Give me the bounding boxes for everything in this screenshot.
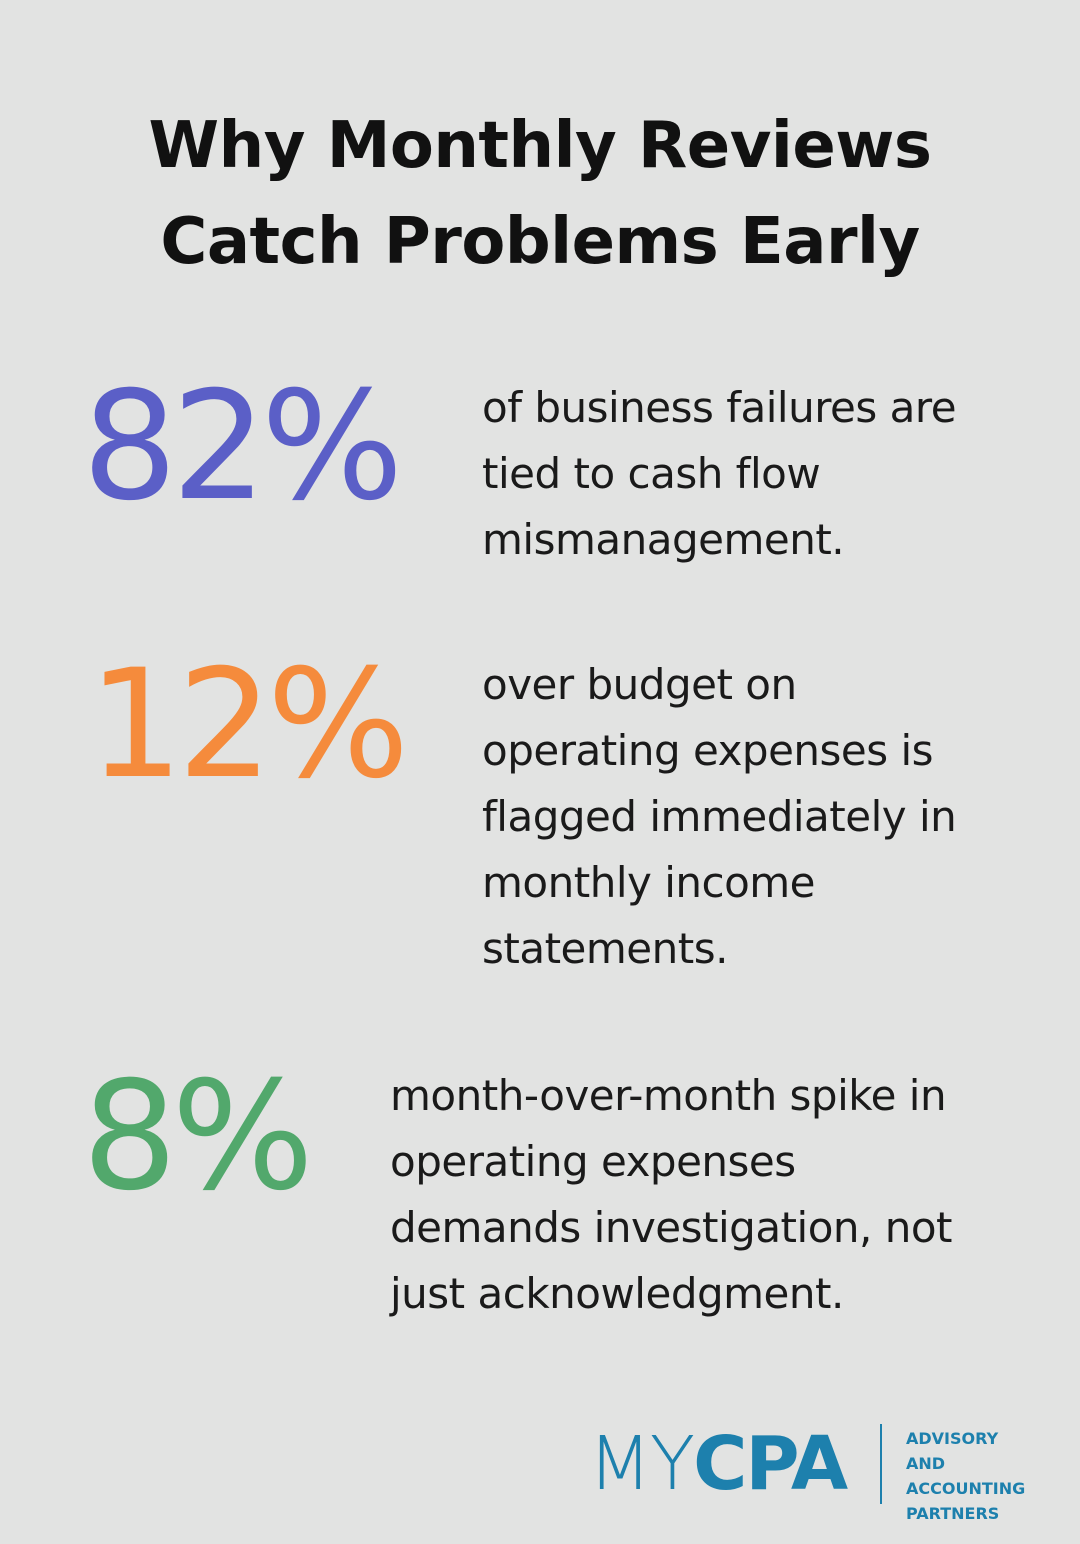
description-line: operating expenses (390, 1137, 796, 1186)
description-line: mismanagement. (482, 515, 845, 564)
description-line: statements. (482, 924, 728, 973)
description-line: monthly income (482, 858, 816, 907)
description-line: tied to cash flow (482, 449, 821, 498)
description-line: just acknowledgment. (390, 1269, 844, 1318)
description-line: of business failures are (482, 383, 957, 432)
brand-light: MY (588, 1421, 695, 1507)
description-line: over budget on (482, 660, 797, 709)
title: Why Monthly Reviews Catch Problems Early (0, 98, 1080, 290)
description-line: operating expenses is (482, 726, 934, 775)
divider (880, 1424, 882, 1504)
tagline-line: ACCOUNTING (906, 1479, 1026, 1498)
stat-description: of business failures are tied to cash flo… (482, 375, 957, 573)
stat-value: 82% (82, 360, 403, 534)
stat-description: month-over-month spike in operating expen… (390, 1063, 953, 1327)
brand-bold: CPA (693, 1421, 848, 1507)
title-line: Why Monthly Reviews (148, 109, 932, 183)
stat-value: 8% (82, 1050, 314, 1224)
tagline-line: PARTNERS (906, 1504, 1000, 1523)
tagline: ADVISORY AND ACCOUNTING PARTNERS (906, 1426, 1025, 1526)
tagline-line: ADVISORY AND (906, 1429, 999, 1473)
brand: MYCPA (588, 1421, 848, 1507)
stat-description: over budget on operating expenses is flagg… (482, 652, 957, 982)
stat-value: 12% (88, 638, 409, 812)
description-line: flagged immediately in (482, 792, 957, 841)
description-line: demands investigation, not (390, 1203, 953, 1252)
title-line: Catch Problems Early (160, 205, 920, 279)
description-line: month-over-month spike in (390, 1071, 947, 1120)
